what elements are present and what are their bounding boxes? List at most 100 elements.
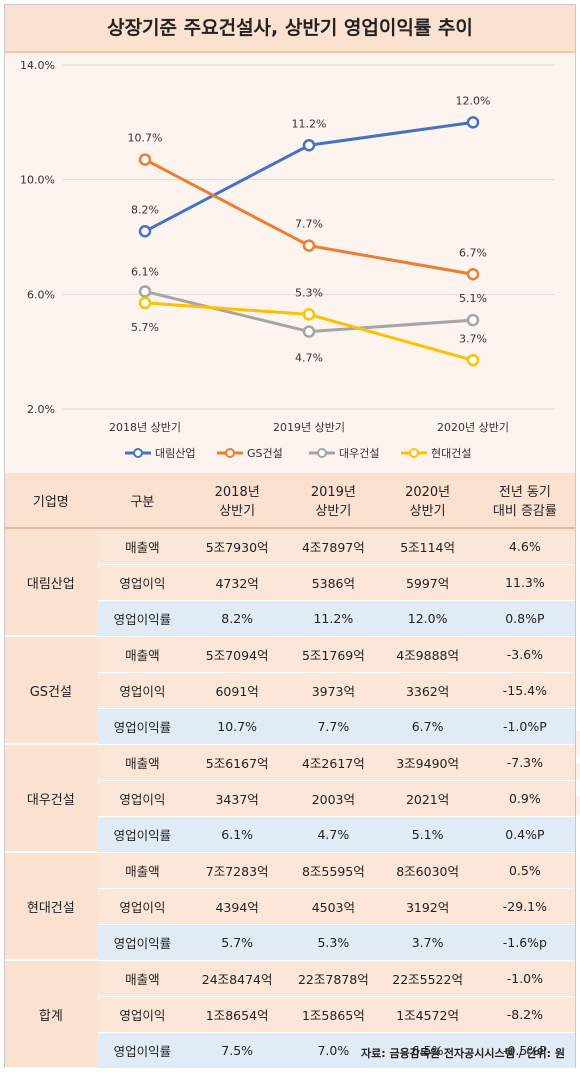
table-row: 대우건설 매출액 5조6167억 4조2617억 3조9490억 -7.3% [5, 745, 575, 853]
x-tick-label: 2020년 상반기 [437, 421, 509, 434]
value-cell: 6091억 [188, 673, 287, 709]
value-cell: -1.0%P [474, 709, 575, 745]
y-tick-label: 2.0% [27, 403, 55, 416]
value-cell: 4.6% [474, 529, 575, 565]
company-name-cell: 합계 [5, 961, 97, 1069]
data-label: 6.1% [131, 265, 159, 278]
data-label: 12.0% [456, 94, 491, 107]
data-label: 3.7% [459, 332, 487, 345]
value-cell: -1.0% [474, 961, 575, 997]
value-cell: 5조6167억 [188, 745, 287, 781]
column-header: 2018년 상반기 [188, 473, 287, 529]
value-cell: 3192억 [380, 889, 475, 925]
metric-label-cell: 영업이익률 [96, 925, 189, 961]
value-cell: 6.5% [380, 1033, 475, 1069]
column-header: 전년 동기 대비 증감률 [474, 473, 575, 529]
value-cell: 3973억 [286, 673, 381, 709]
source-note: 자료: 금융감독원 전자공시시스템 / 단위: 원 [360, 1047, 565, 1060]
table-row: 영업이익 4394억 4503억 3192억 -29.1% [5, 889, 575, 925]
data-label: 5.3% [295, 286, 323, 299]
title-bar: 상장기준 주요건설사, 상반기 영업이익률 추이 [5, 5, 575, 53]
value-cell: 1조8654억 [188, 997, 287, 1033]
data-point [138, 285, 152, 298]
legend-marker [317, 448, 327, 458]
metric-label-cell: 영업이익률 [96, 1033, 189, 1069]
value-cell: 7.5% [188, 1033, 287, 1069]
value-cell: 5.7% [188, 925, 287, 961]
value-cell: 12.0% [380, 601, 475, 637]
value-cell: 6.7% [380, 709, 475, 745]
column-header: 기업명 [5, 473, 97, 529]
metric-label-cell: 영업이익 [96, 565, 189, 601]
value-cell: 1조5865억 [286, 997, 381, 1033]
data-label: 11.2% [292, 117, 327, 130]
value-cell: 4조7897억 [286, 529, 381, 565]
column-header: 구분 [96, 473, 189, 529]
y-tick-label: 14.0% [20, 59, 55, 72]
data-label: 6.7% [459, 246, 487, 259]
value-cell: 8조5595억 [286, 853, 381, 889]
value-cell: -7.3% [474, 745, 575, 781]
infographic: 상장기준 주요건설사, 상반기 영업이익률 추이 2.0% 6.0% 10.0% 14… [4, 4, 580, 1069]
value-cell: -0.5%P [474, 1033, 575, 1069]
legend-marker [225, 448, 235, 458]
metric-label-cell: 영업이익 [96, 889, 189, 925]
value-cell: 3.7% [380, 925, 475, 961]
value-cell: 10.7% [188, 709, 287, 745]
value-cell: 5.1% [380, 817, 475, 853]
data-point [138, 225, 152, 238]
table-row: 영업이익률 6.1% 4.7% 5.1% 0.4%P [5, 817, 575, 853]
company-name-cell: 대우건설 [5, 745, 97, 853]
series-line [144, 120, 474, 233]
value-cell: 0.9% [474, 781, 575, 817]
value-cell: -1.6%p [474, 925, 575, 961]
value-cell: 7.0% [286, 1033, 381, 1069]
data-point [466, 354, 480, 367]
metric-label-cell: 매출액 [96, 961, 189, 997]
company-name-cell: 대림산업 [5, 529, 97, 637]
column-header: 2020년 상반기 [380, 473, 475, 529]
value-cell: 24조8474억 [188, 961, 287, 997]
value-cell: 22조5522억 [380, 961, 475, 997]
value-cell: 4조9888억 [380, 637, 475, 673]
value-cell: 7.7% [286, 709, 381, 745]
metric-label-cell: 영업이익률 [96, 817, 189, 853]
table-row: 영업이익률 7.5% 7.0% 6.5% -0.5%P [5, 1033, 575, 1069]
data-label: 7.7% [295, 218, 323, 231]
value-cell: -8.2% [474, 997, 575, 1033]
value-cell: 8조6030억 [380, 853, 475, 889]
legend-label: 대우건설 [339, 447, 379, 460]
value-cell: 22조7878억 [286, 961, 381, 997]
value-cell: 3437억 [188, 781, 287, 817]
data-label: 10.7% [128, 132, 163, 145]
legend-marker [133, 448, 143, 458]
table-header-row: 기업명 구분 2018년 상반기 2019년 상반기 2020년 상반기 전년 동기 대비 증감률 [5, 473, 575, 529]
table-row: 대림산업 매출액 5조7930억 4조7897억 5조114억 4.6% [5, 529, 575, 637]
value-cell: 11.3% [474, 565, 575, 601]
data-point [466, 268, 480, 281]
table-row: 영업이익 3437억 2003억 2021억 0.9% [5, 781, 575, 817]
value-cell: 8.2% [188, 601, 287, 637]
value-cell: 4394억 [188, 889, 287, 925]
table-row: GS건설 매출액 5조7094억 5조1769억 4조9888억 -3.6% [5, 637, 575, 745]
table-row: 영업이익률 5.7% 5.3% 3.7% -1.6%p [5, 925, 575, 961]
data-point [466, 116, 480, 129]
data-point [302, 239, 316, 252]
data-point [138, 153, 152, 166]
x-tick-label: 2018년 상반기 [109, 421, 181, 434]
value-cell: -15.4% [474, 673, 575, 709]
data-label: 5.7% [131, 321, 159, 334]
data-point [302, 325, 316, 338]
table-row: 영업이익 4732억 5386억 5997억 11.3% [5, 565, 575, 601]
value-cell: 11.2% [286, 601, 381, 637]
value-cell: 4.7% [286, 817, 381, 853]
value-cell: 4732억 [188, 565, 287, 601]
value-cell: 4503억 [286, 889, 381, 925]
table-row: 합계 매출액 24조8474억 22조7878억 22조5522억 -1.0% [5, 961, 575, 1069]
value-cell: 2021억 [380, 781, 475, 817]
metric-label-cell: 영업이익 [96, 997, 189, 1033]
chart-title: 상장기준 주요건설사, 상반기 영업이익률 추이 [107, 17, 473, 39]
y-tick-label: 6.0% [27, 288, 55, 301]
metric-label-cell: 매출액 [96, 745, 189, 781]
line-chart: 2.0% 6.0% 10.0% 14.0% 2018년 상반기 2019년 상반기 2020… [20, 59, 555, 460]
